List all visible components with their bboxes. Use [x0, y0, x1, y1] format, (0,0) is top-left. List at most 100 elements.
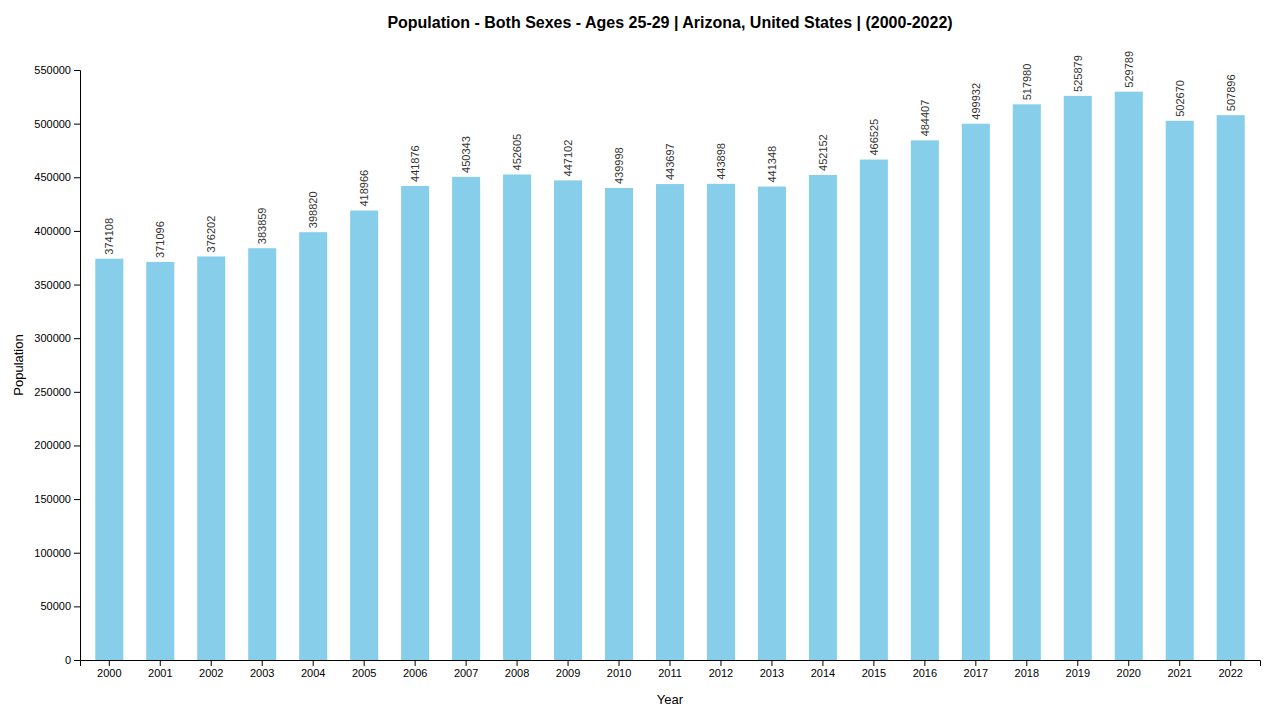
x-tick-mark [364, 660, 365, 666]
x-tick-label: 2022 [1218, 667, 1242, 679]
x-tick-mark [822, 660, 823, 666]
bar [554, 180, 582, 660]
x-tick-label: 2011 [658, 667, 682, 679]
x-tick-label: 2012 [709, 667, 733, 679]
y-tick-label: 550000 [34, 64, 71, 76]
x-tick: 2004 [301, 660, 325, 679]
x-tick-mark [160, 660, 161, 666]
data-label: 450343 [460, 136, 472, 173]
bar [605, 188, 633, 660]
bar [1064, 96, 1092, 660]
y-tick: 500000 [34, 118, 80, 130]
x-tick-label: 2009 [556, 667, 580, 679]
bar [656, 184, 684, 660]
x-tick-mark [313, 660, 314, 666]
data-label: 418966 [358, 170, 370, 207]
y-axis: 0500001000001500002000002500003000003500… [34, 64, 80, 666]
x-tick-mark [568, 660, 569, 666]
bar [758, 187, 786, 660]
bar [503, 174, 531, 660]
x-tick: 2020 [1117, 660, 1141, 679]
data-label: 529789 [1123, 51, 1135, 88]
x-tick: 2002 [199, 660, 223, 679]
x-tick-mark [924, 660, 925, 666]
y-tick-label: 50000 [40, 600, 71, 612]
y-axis-title: Population [11, 334, 26, 395]
y-tick: 200000 [34, 439, 80, 451]
y-tick: 100000 [34, 547, 80, 559]
x-tick: 2007 [454, 660, 478, 679]
x-tick: 2015 [862, 660, 886, 679]
y-tick-label: 200000 [34, 439, 71, 451]
bar [1217, 115, 1245, 660]
y-tick: 250000 [34, 386, 80, 398]
x-axis-line [81, 661, 1261, 667]
data-label: 398820 [307, 191, 319, 228]
y-tick-label: 500000 [34, 118, 71, 130]
bar [860, 160, 888, 660]
y-tick-label: 100000 [34, 547, 71, 559]
x-tick-label: 2003 [250, 667, 274, 679]
x-tick: 2011 [658, 660, 682, 679]
data-label: 439998 [613, 147, 625, 184]
x-tick: 2013 [760, 660, 784, 679]
x-tick: 2018 [1015, 660, 1039, 679]
x-tick-label: 2001 [148, 667, 172, 679]
x-tick-mark [415, 660, 416, 666]
x-tick-mark [975, 660, 976, 666]
data-label: 517980 [1021, 64, 1033, 101]
x-tick-label: 2017 [964, 667, 988, 679]
y-tick-mark [74, 499, 80, 500]
bars [95, 92, 1244, 660]
y-tick-mark [74, 124, 80, 125]
x-tick: 2008 [505, 660, 529, 679]
x-tick: 2003 [250, 660, 274, 679]
data-label: 452152 [817, 134, 829, 171]
data-label: 502670 [1174, 80, 1186, 117]
x-tick-mark [720, 660, 721, 666]
y-tick: 0 [65, 654, 80, 666]
x-tick-label: 2007 [454, 667, 478, 679]
bar [95, 259, 123, 660]
x-axis: 2000200120022003200420052006200720082009… [81, 660, 1261, 679]
y-tick-mark [74, 338, 80, 339]
bar [911, 140, 939, 660]
x-tick-label: 2008 [505, 667, 529, 679]
data-labels: 3741083710963762023838593988204189664418… [103, 51, 1236, 258]
x-tick-mark [466, 660, 467, 666]
bar [299, 232, 327, 660]
bar [707, 184, 735, 660]
y-tick-mark [74, 177, 80, 178]
y-tick-mark [74, 70, 80, 71]
chart: 2000200120022003200420052006200720082009… [0, 0, 1280, 720]
x-tick-label: 2004 [301, 667, 325, 679]
x-tick-mark [109, 660, 110, 666]
y-tick: 400000 [34, 225, 80, 237]
x-tick: 2014 [811, 660, 835, 679]
bar [1166, 121, 1194, 660]
x-tick-label: 2005 [352, 667, 376, 679]
y-tick-label: 250000 [34, 386, 71, 398]
y-tick: 50000 [40, 600, 80, 612]
bar [809, 175, 837, 660]
x-tick-label: 2006 [403, 667, 427, 679]
y-tick: 150000 [34, 493, 80, 505]
x-tick: 2012 [709, 660, 733, 679]
data-label: 447102 [562, 140, 574, 177]
data-label: 499932 [970, 83, 982, 120]
x-tick-label: 2010 [607, 667, 631, 679]
x-tick-mark [1128, 660, 1129, 666]
data-label: 452605 [511, 134, 523, 171]
x-tick: 2017 [964, 660, 988, 679]
data-label: 466525 [868, 119, 880, 156]
data-label: 441348 [766, 146, 778, 183]
x-tick-label: 2021 [1167, 667, 1191, 679]
x-tick-label: 2002 [199, 667, 223, 679]
y-tick-mark [74, 553, 80, 554]
y-tick-mark [74, 231, 80, 232]
plot: 2000200120022003200420052006200720082009… [34, 51, 1260, 679]
data-label: 443898 [715, 143, 727, 180]
y-tick-label: 0 [65, 654, 71, 666]
x-tick-label: 2020 [1117, 667, 1141, 679]
x-tick: 2021 [1167, 660, 1191, 679]
